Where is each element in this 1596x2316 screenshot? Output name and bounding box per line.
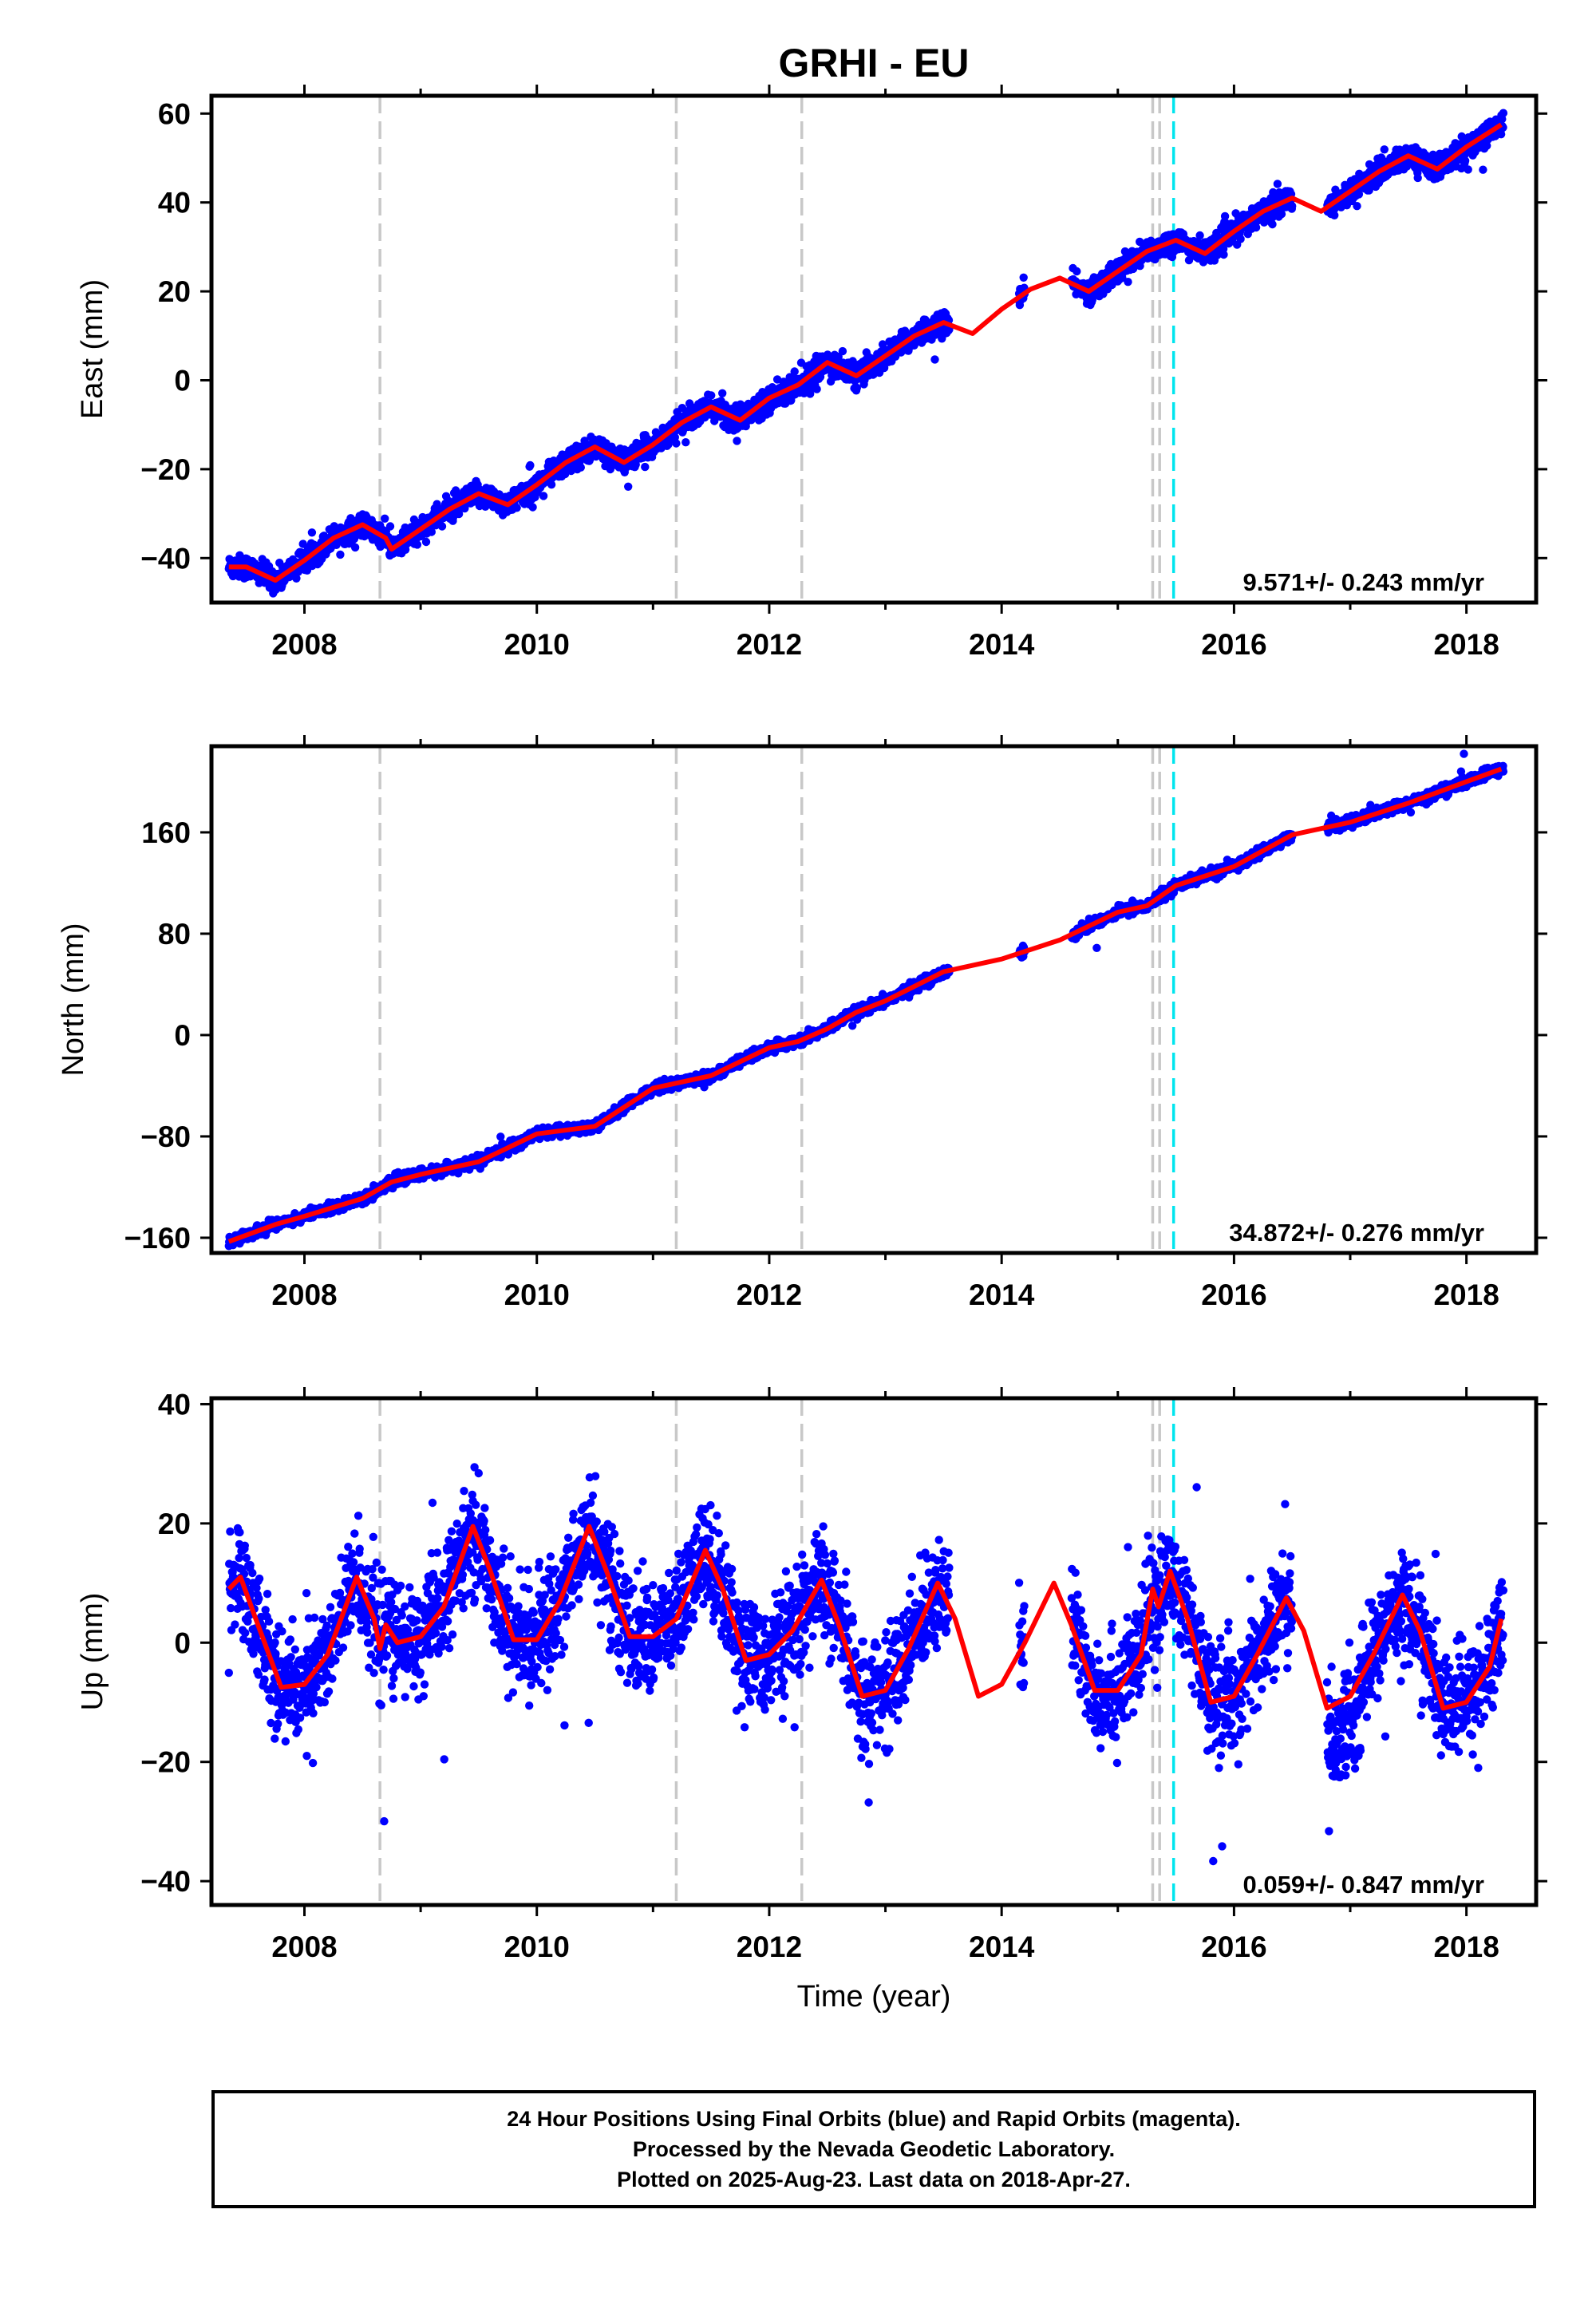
data-point <box>385 522 395 531</box>
data-point <box>539 492 548 500</box>
data-point <box>350 543 360 552</box>
x-tick-label: 2014 <box>969 628 1035 661</box>
panel-east: 2008 2010 2012 2014 2016 2018 −40 −20 0 20 40 60 Eas… <box>76 85 1547 661</box>
data-point <box>413 540 422 549</box>
data-point <box>1268 219 1277 229</box>
x-tick-label: 2018 <box>1433 628 1499 661</box>
data-point <box>1019 273 1028 282</box>
x-tick-label: 2008 <box>271 628 337 661</box>
panel-frame <box>209 93 1539 605</box>
data-point <box>528 503 537 512</box>
x-tick-label: 2010 <box>504 628 570 661</box>
data-point <box>1483 141 1491 150</box>
data-point <box>1496 130 1506 139</box>
data-point <box>1354 190 1364 199</box>
data-point <box>292 574 301 583</box>
data-point <box>1219 250 1228 259</box>
data-point <box>1073 267 1081 276</box>
data-point <box>437 522 447 531</box>
data-point <box>812 385 821 393</box>
data-point <box>1499 109 1508 117</box>
data-point <box>672 439 681 448</box>
y-tick-label: −40 <box>140 542 191 575</box>
data-point <box>381 514 389 523</box>
data-point <box>1124 278 1132 287</box>
data-point <box>1288 202 1297 211</box>
data-point <box>547 480 556 489</box>
panel-north: 2008 2010 2012 2014 2016 2018−160−80080160Nor… <box>57 735 1547 1311</box>
data-point <box>496 1132 505 1141</box>
data-point <box>707 391 716 400</box>
figure-title: GRHI - EU <box>779 41 970 85</box>
x-tick-label: 2016 <box>1201 628 1266 661</box>
plot-area-east <box>224 96 1508 603</box>
y-tick-label: −20 <box>140 453 191 486</box>
y-tick-label: 20 <box>158 275 191 308</box>
data-point <box>1277 210 1286 219</box>
data-point <box>718 389 727 397</box>
data-point <box>790 367 799 376</box>
data-point <box>852 383 862 393</box>
data-point <box>1460 156 1470 165</box>
data-point <box>1479 165 1487 174</box>
data-point <box>772 375 782 384</box>
data-point <box>641 462 650 472</box>
data-point <box>336 550 345 559</box>
data-point <box>930 355 939 364</box>
model-fit-line <box>228 122 1503 583</box>
data-point <box>1353 202 1361 211</box>
data-point <box>681 438 690 447</box>
data-point <box>421 537 431 547</box>
data-point <box>1195 231 1204 240</box>
rate-label: 9.571+/- 0.243 mm/yr <box>1243 568 1484 596</box>
x-tick-label: 2012 <box>737 628 802 661</box>
data-point <box>526 460 535 470</box>
plot-area-north <box>224 746 1508 1253</box>
data-point <box>1220 211 1230 221</box>
data-point <box>1380 145 1389 154</box>
data-point <box>576 463 585 472</box>
data-point <box>838 346 847 356</box>
data-point <box>1236 235 1245 243</box>
y-tick-label: 60 <box>158 97 191 130</box>
data-point <box>1251 223 1261 232</box>
data-points-east <box>224 109 1508 598</box>
data-point <box>624 482 633 491</box>
data-point <box>1330 211 1339 219</box>
data-point <box>1413 173 1422 183</box>
data-point <box>733 437 741 445</box>
data-point <box>879 363 889 373</box>
y-tick-label: 40 <box>158 187 191 219</box>
data-point <box>512 504 521 512</box>
data-point <box>427 528 436 536</box>
y-axis-label: East (mm) <box>76 279 109 419</box>
y-tick-label: 0 <box>174 364 191 397</box>
data-point <box>1464 165 1472 174</box>
data-point <box>307 528 317 537</box>
data-point <box>1273 180 1282 188</box>
